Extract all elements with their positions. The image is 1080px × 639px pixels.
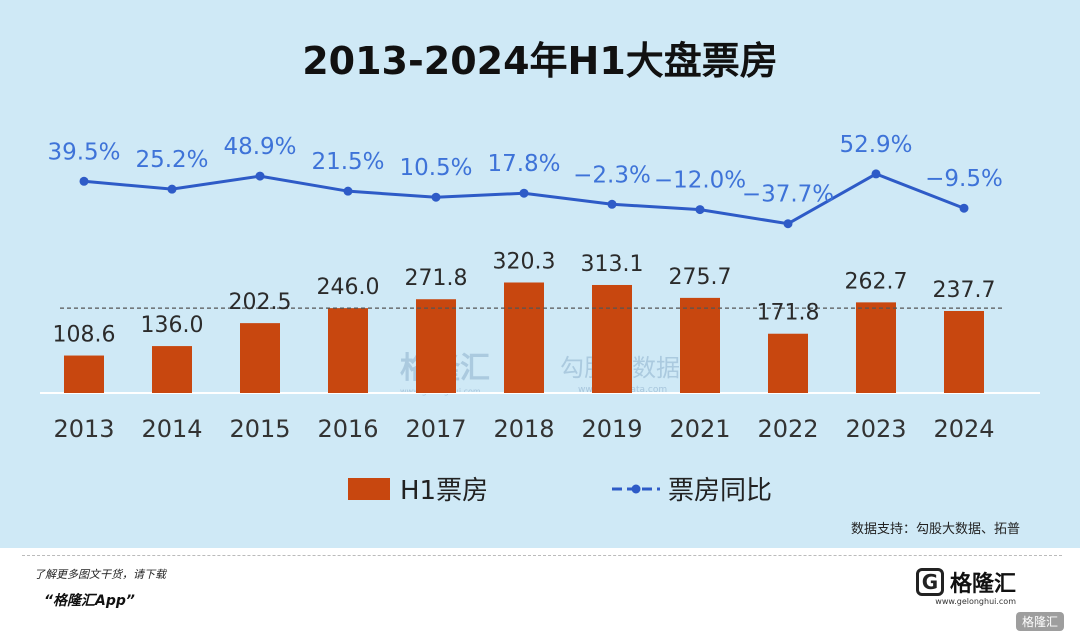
bar-label-2018: 320.3	[493, 249, 556, 274]
chart-canvas: 格隆汇www.gelonghui.com勾股大数据www.gogudata.co…	[40, 132, 1040, 506]
yoy-point-2024	[959, 203, 969, 213]
bar-2023	[856, 302, 896, 393]
yoy-point-2019	[607, 199, 617, 209]
yoy-label-2017: 10.5%	[399, 155, 472, 181]
yoy-label-2016: 21.5%	[311, 149, 384, 175]
x-tick-2017: 2017	[405, 415, 466, 443]
legend-line-label: 票房同比	[668, 476, 772, 506]
chart-title: 2013-2024年H1大盘票房	[302, 39, 778, 83]
bar-2016	[328, 308, 368, 393]
yoy-point-2023	[871, 169, 881, 179]
yoy-label-2023: 52.9%	[839, 132, 912, 158]
footer-divider	[22, 555, 1062, 556]
yoy-label-2022: −37.7%	[742, 182, 834, 208]
yoy-point-2021	[695, 205, 705, 215]
bar-2018	[504, 282, 544, 393]
bar-2021	[680, 297, 720, 393]
logo-g-icon: G	[915, 568, 944, 596]
data-source: 数据支持：勾股大数据、拓普	[850, 522, 1020, 537]
x-tick-2015: 2015	[229, 415, 290, 443]
x-tick-2021: 2021	[669, 415, 730, 443]
yoy-point-2017	[431, 192, 441, 202]
bar-label-2015: 202.5	[229, 290, 292, 315]
bar-2019	[592, 284, 632, 393]
yoy-point-2015	[255, 171, 265, 181]
bar-2014	[152, 346, 192, 393]
bar-2013	[64, 355, 104, 393]
bar-label-2017: 271.8	[405, 266, 468, 291]
bar-label-2019: 313.1	[581, 252, 644, 277]
yoy-label-2024: −9.5%	[925, 166, 1003, 192]
yoy-label-2019: −2.3%	[573, 162, 651, 188]
yoy-point-2016	[343, 186, 353, 196]
bar-label-2014: 136.0	[141, 313, 204, 338]
yoy-label-2014: 25.2%	[135, 147, 208, 173]
bar-label-2013: 108.6	[53, 323, 116, 348]
footer-tip: 了解更多图文干货，请下载	[34, 568, 166, 581]
badge-text: 格隆汇	[1021, 615, 1058, 629]
yoy-point-2022	[783, 219, 793, 229]
x-tick-2018: 2018	[493, 415, 554, 443]
yoy-label-2021: −12.0%	[654, 168, 746, 194]
x-tick-2019: 2019	[581, 415, 642, 443]
gelonghui-logo: G 格隆汇	[915, 566, 1016, 598]
x-tick-2022: 2022	[757, 415, 818, 443]
chart-panel	[0, 0, 1080, 548]
bar-2015	[240, 323, 280, 393]
x-tick-2016: 2016	[317, 415, 378, 443]
bar-label-2022: 171.8	[757, 301, 820, 326]
legend-line-marker	[631, 484, 641, 494]
logo-text: 格隆汇	[949, 572, 1016, 597]
yoy-point-2013	[79, 176, 89, 186]
bar-2024	[944, 310, 984, 393]
yoy-label-2018: 17.8%	[487, 151, 560, 177]
legend-bar-swatch	[348, 478, 390, 500]
yoy-point-2014	[167, 184, 177, 194]
logo-url: www.gelonghui.com	[935, 597, 1016, 606]
bar-label-2023: 262.7	[845, 269, 908, 294]
legend-bar-label: H1票房	[400, 476, 488, 506]
yoy-label-2013: 39.5%	[47, 139, 120, 165]
bar-label-2016: 246.0	[317, 275, 380, 300]
x-tick-2013: 2013	[53, 415, 114, 443]
bar-2017	[416, 299, 456, 393]
yoy-point-2018	[519, 188, 529, 198]
watermark-badge: 格隆汇	[1015, 612, 1064, 631]
x-tick-2023: 2023	[845, 415, 906, 443]
bar-label-2024: 237.7	[933, 278, 996, 303]
bar-label-2021: 275.7	[669, 265, 732, 290]
yoy-label-2015: 48.9%	[223, 134, 296, 160]
x-tick-2024: 2024	[933, 415, 994, 443]
x-tick-2014: 2014	[141, 415, 202, 443]
footer-app-name: “格隆汇App”	[44, 593, 135, 609]
bar-2022	[768, 333, 808, 393]
